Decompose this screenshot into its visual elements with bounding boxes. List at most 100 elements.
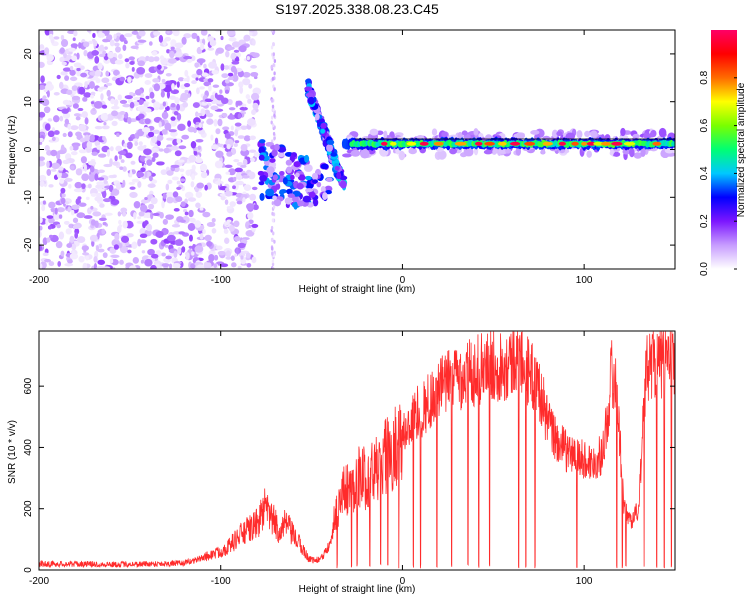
noise-cell xyxy=(237,135,245,139)
noise-cell xyxy=(129,60,135,65)
onset-cell xyxy=(265,188,275,197)
noise-cell xyxy=(119,34,125,42)
noise-cell xyxy=(81,111,88,118)
noise-cell xyxy=(159,212,164,219)
noise-cell xyxy=(118,53,123,60)
noise-cell xyxy=(111,110,119,117)
colorbar-tick-label: 0.8 xyxy=(699,70,710,84)
noise-cell xyxy=(224,237,230,244)
noise-cell xyxy=(73,30,78,37)
snr-x-tick-label: -100 xyxy=(211,576,231,587)
noise-cell xyxy=(75,168,83,176)
noise-cell xyxy=(233,220,240,228)
spectrogram-y-tick-label: 0 xyxy=(23,146,34,152)
noise-cell xyxy=(128,56,135,61)
noise-cell xyxy=(214,92,218,99)
tone-halo-cell xyxy=(576,130,583,139)
snr-line xyxy=(39,331,675,569)
noise-cell xyxy=(217,118,223,127)
noise-cell xyxy=(75,116,81,121)
noise-cell xyxy=(94,125,103,130)
noise-cell xyxy=(83,215,93,219)
noise-cell xyxy=(129,186,136,190)
noise-cell xyxy=(94,56,100,64)
noise-cell xyxy=(191,73,200,79)
figure-title: S197.2025.338.08.23.C45 xyxy=(275,1,439,17)
noise-cell xyxy=(137,60,145,67)
noise-cell xyxy=(221,73,229,79)
colorbar-tick-label: 0.6 xyxy=(699,118,710,132)
onset-cell xyxy=(322,192,328,201)
streak-cell xyxy=(270,120,273,125)
streak-cell xyxy=(271,218,275,223)
tone-hotspot xyxy=(390,141,397,146)
noise-cell xyxy=(69,235,75,243)
snr-axes: -200 -100 0 100 0 200 400 600 xyxy=(23,331,675,587)
noise-cell xyxy=(77,107,84,112)
noise-cell xyxy=(171,83,175,91)
noise-cell xyxy=(126,233,134,238)
noise-cell xyxy=(93,255,98,263)
noise-cell xyxy=(141,127,151,133)
noise-cell xyxy=(182,101,189,108)
tone-halo-cell xyxy=(515,146,522,156)
noise-cell xyxy=(101,104,108,109)
noise-cell xyxy=(111,120,118,127)
noise-cell xyxy=(148,56,155,63)
onset-cell xyxy=(287,193,295,198)
noise-cell xyxy=(233,68,238,76)
noise-cell xyxy=(159,55,165,60)
spectrogram-x-tick-label: -200 xyxy=(29,275,49,286)
spectrogram-x-tick-label: 100 xyxy=(576,275,593,286)
noise-cell xyxy=(115,145,122,152)
noise-cell xyxy=(182,78,190,82)
noise-cell xyxy=(227,46,235,50)
noise-cell xyxy=(219,193,226,197)
noise-cell xyxy=(176,81,180,88)
onset-cell xyxy=(290,174,295,180)
noise-cell xyxy=(188,209,194,218)
noise-cell xyxy=(207,47,215,51)
noise-cell xyxy=(170,103,176,108)
noise-cell xyxy=(174,97,180,104)
noise-cell xyxy=(184,191,194,199)
noise-cell xyxy=(62,112,71,119)
noise-cell xyxy=(59,115,64,122)
noise-cell xyxy=(39,160,46,167)
noise-cell xyxy=(230,52,237,59)
noise-cell xyxy=(87,183,92,189)
noise-cell xyxy=(251,223,259,229)
noise-cell xyxy=(203,78,210,82)
noise-cell xyxy=(210,144,219,150)
tone-halo-cell xyxy=(342,153,352,158)
tone-hotspot xyxy=(611,141,623,146)
noise-cell xyxy=(105,70,110,77)
noise-cell xyxy=(209,39,217,47)
noise-cell xyxy=(144,118,151,125)
noise-cell xyxy=(90,192,97,197)
noise-cell xyxy=(152,129,160,134)
noise-cell xyxy=(158,148,164,152)
noise-cell xyxy=(97,62,103,70)
noise-cell xyxy=(133,212,137,220)
noise-cell xyxy=(131,178,140,183)
noise-cell xyxy=(122,166,127,172)
noise-cell xyxy=(115,46,121,53)
noise-cell xyxy=(71,85,78,92)
streak-cell xyxy=(272,30,276,35)
tone-hotspot xyxy=(601,141,611,146)
noise-cell xyxy=(73,188,83,193)
noise-cell xyxy=(123,143,128,148)
noise-cell xyxy=(39,156,45,162)
noise-cell xyxy=(176,103,181,111)
streak-cell xyxy=(272,131,276,136)
onset-cell xyxy=(285,159,293,166)
noise-cell xyxy=(187,223,196,231)
spectrogram-x-tick-label: -100 xyxy=(211,275,231,286)
noise-cell xyxy=(196,127,203,131)
noise-cell xyxy=(224,133,231,139)
noise-cell xyxy=(168,129,177,133)
noise-cell xyxy=(145,95,150,100)
noise-cell xyxy=(59,172,69,179)
noise-cell xyxy=(100,93,104,101)
